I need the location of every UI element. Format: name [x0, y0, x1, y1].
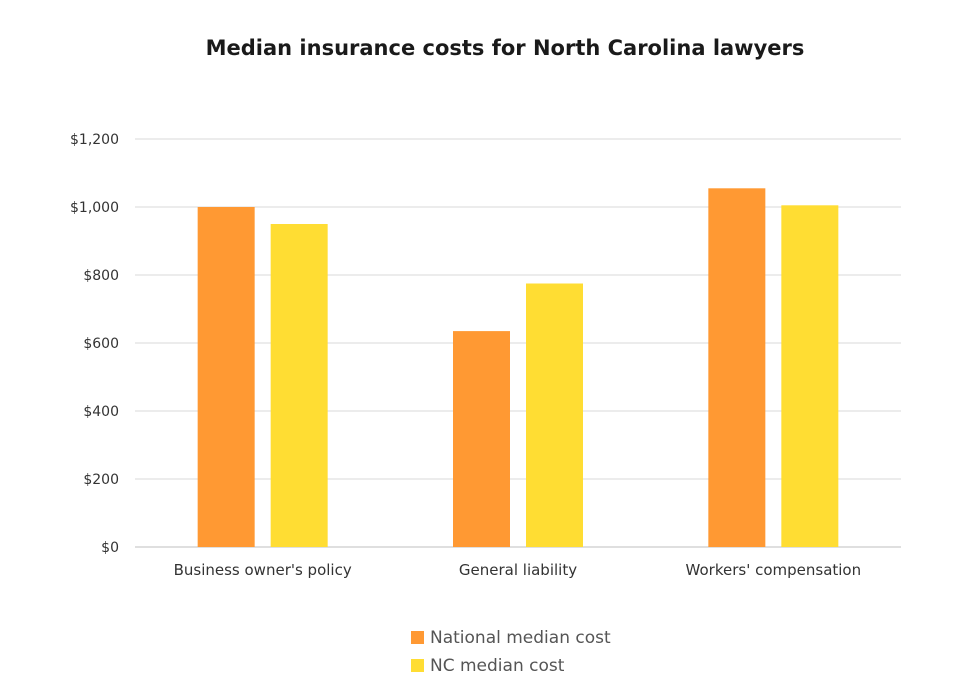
y-tick-label: $1,200: [70, 132, 119, 148]
y-tick-label: $200: [83, 472, 119, 488]
chart-title: Median insurance costs for North Carolin…: [206, 36, 805, 60]
y-axis-ticks: $0 $200 $400 $600 $800 $1,000 $1,200: [70, 132, 119, 556]
y-tick-label: $600: [83, 336, 119, 352]
legend-label-national: National median cost: [430, 628, 611, 648]
bar-nc-2: [781, 205, 839, 548]
y-tick-label: $1,000: [70, 200, 119, 216]
legend-swatch-national: [411, 631, 424, 644]
legend: National median cost NC median cost: [411, 628, 611, 676]
bars: [197, 188, 839, 548]
bar-national-0: [197, 207, 255, 547]
x-axis-categories: Business owner's policy General liability…: [174, 561, 862, 579]
gridlines: [135, 138, 901, 548]
x-category-label: Business owner's policy: [174, 561, 352, 579]
y-tick-label: $800: [83, 268, 119, 284]
y-tick-label: $400: [83, 404, 119, 420]
x-category-label: Workers' compensation: [686, 561, 862, 579]
x-category-label: General liability: [459, 561, 577, 579]
legend-label-nc: NC median cost: [430, 656, 565, 676]
bar-national-2: [708, 188, 766, 548]
bar-nc-1: [526, 283, 583, 547]
legend-swatch-nc: [411, 659, 424, 672]
y-tick-label: $0: [101, 540, 119, 556]
bar-nc-0: [270, 224, 328, 547]
bar-national-1: [453, 331, 510, 547]
